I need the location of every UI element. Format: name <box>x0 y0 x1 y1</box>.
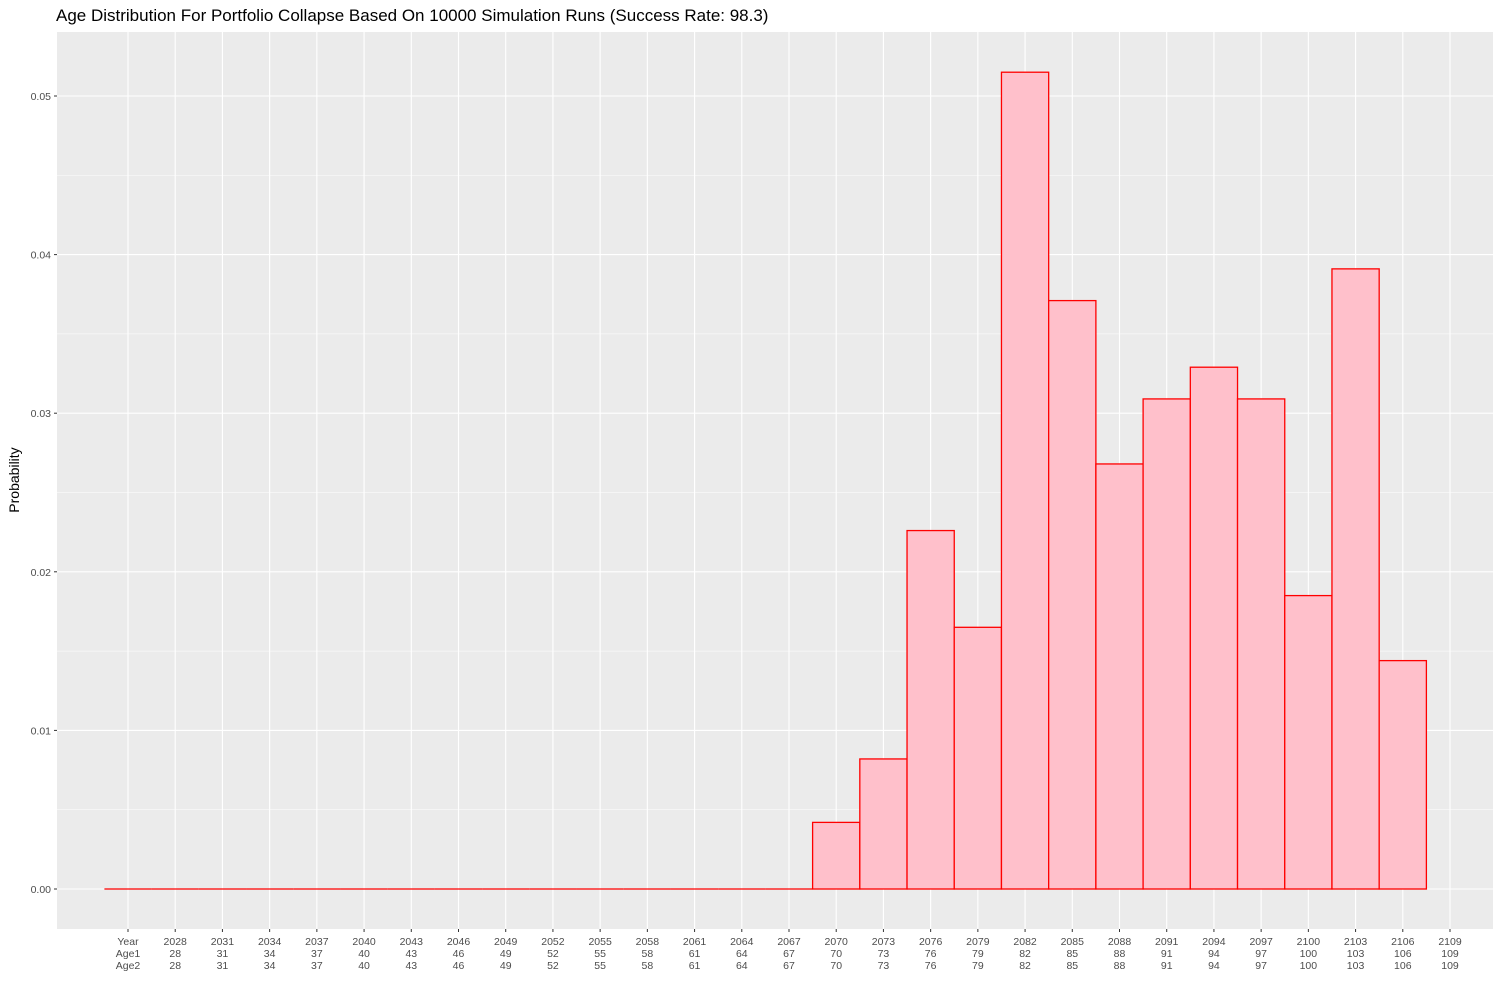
x-tick-label: 2040 40 40 <box>352 936 376 972</box>
y-tick-label: 0.05 <box>31 91 52 103</box>
x-tick-label: Year Age1 Age2 <box>116 936 141 972</box>
y-axis: 0.00 0.01 0.02 0.03 0.04 0.05 <box>31 91 57 896</box>
chart-title: Age Distribution For Portfolio Collapse … <box>56 6 768 25</box>
y-tick-label: 0.04 <box>31 250 52 262</box>
y-tick-label: 0.01 <box>31 725 52 737</box>
bar <box>1378 659 1428 890</box>
x-tick-label: 2076 76 76 <box>919 936 943 972</box>
x-tick-label: 2046 46 46 <box>447 936 471 972</box>
x-tick-label: 2067 67 67 <box>777 936 801 972</box>
bar <box>1236 398 1286 890</box>
y-tick-label: 0.02 <box>31 567 52 579</box>
x-axis: Year Age1 Age2 2028 28 28 2031 31 31 2034 34 34 2037… <box>116 929 1462 972</box>
x-tick-label: 2109 109 109 <box>1438 936 1462 972</box>
x-tick-label: 2103 103 103 <box>1344 936 1368 972</box>
x-tick-label: 2064 64 64 <box>730 936 754 972</box>
bar <box>1048 299 1097 890</box>
bar <box>859 758 908 890</box>
bar <box>811 821 861 890</box>
x-tick-label: 2100 100 100 <box>1297 936 1321 972</box>
y-tick-label: 0.00 <box>31 884 52 896</box>
bar <box>1142 398 1191 890</box>
x-tick-label: 2028 28 28 <box>164 936 188 972</box>
bar <box>1331 268 1380 890</box>
bar <box>953 626 1003 890</box>
x-tick-label: 2049 49 49 <box>494 936 518 972</box>
x-tick-label: 2097 97 97 <box>1249 936 1273 972</box>
x-tick-label: 2091 91 91 <box>1155 936 1179 972</box>
x-tick-label: 2082 82 82 <box>1013 936 1037 972</box>
x-tick-label: 2085 85 85 <box>1061 936 1085 972</box>
bar <box>906 529 955 890</box>
y-tick-label: 0.03 <box>31 408 52 420</box>
x-tick-label: 2073 73 73 <box>872 936 896 972</box>
x-tick-label: 2094 94 94 <box>1202 936 1226 972</box>
x-tick-label: 2079 79 79 <box>966 936 990 972</box>
bar <box>1095 463 1144 890</box>
x-tick-label: 2031 31 31 <box>211 936 235 972</box>
x-tick-label: 2061 61 61 <box>683 936 707 972</box>
x-tick-label: 2070 70 70 <box>825 936 849 972</box>
y-axis-title: Probability <box>6 447 22 512</box>
x-tick-label: 2088 88 88 <box>1108 936 1132 972</box>
x-tick-label: 2037 37 37 <box>305 936 329 972</box>
x-tick-label: 2052 52 52 <box>541 936 565 972</box>
bar <box>1284 594 1333 890</box>
x-tick-label: 2043 43 43 <box>400 936 424 972</box>
bars <box>104 71 1428 890</box>
x-tick-label: 2055 55 55 <box>588 936 612 972</box>
x-tick-label: 2106 106 106 <box>1391 936 1415 972</box>
x-tick-label: 2034 34 34 <box>258 936 282 972</box>
x-tick-label: 2058 58 58 <box>636 936 660 972</box>
bar <box>1000 71 1050 890</box>
bar <box>1189 366 1239 890</box>
